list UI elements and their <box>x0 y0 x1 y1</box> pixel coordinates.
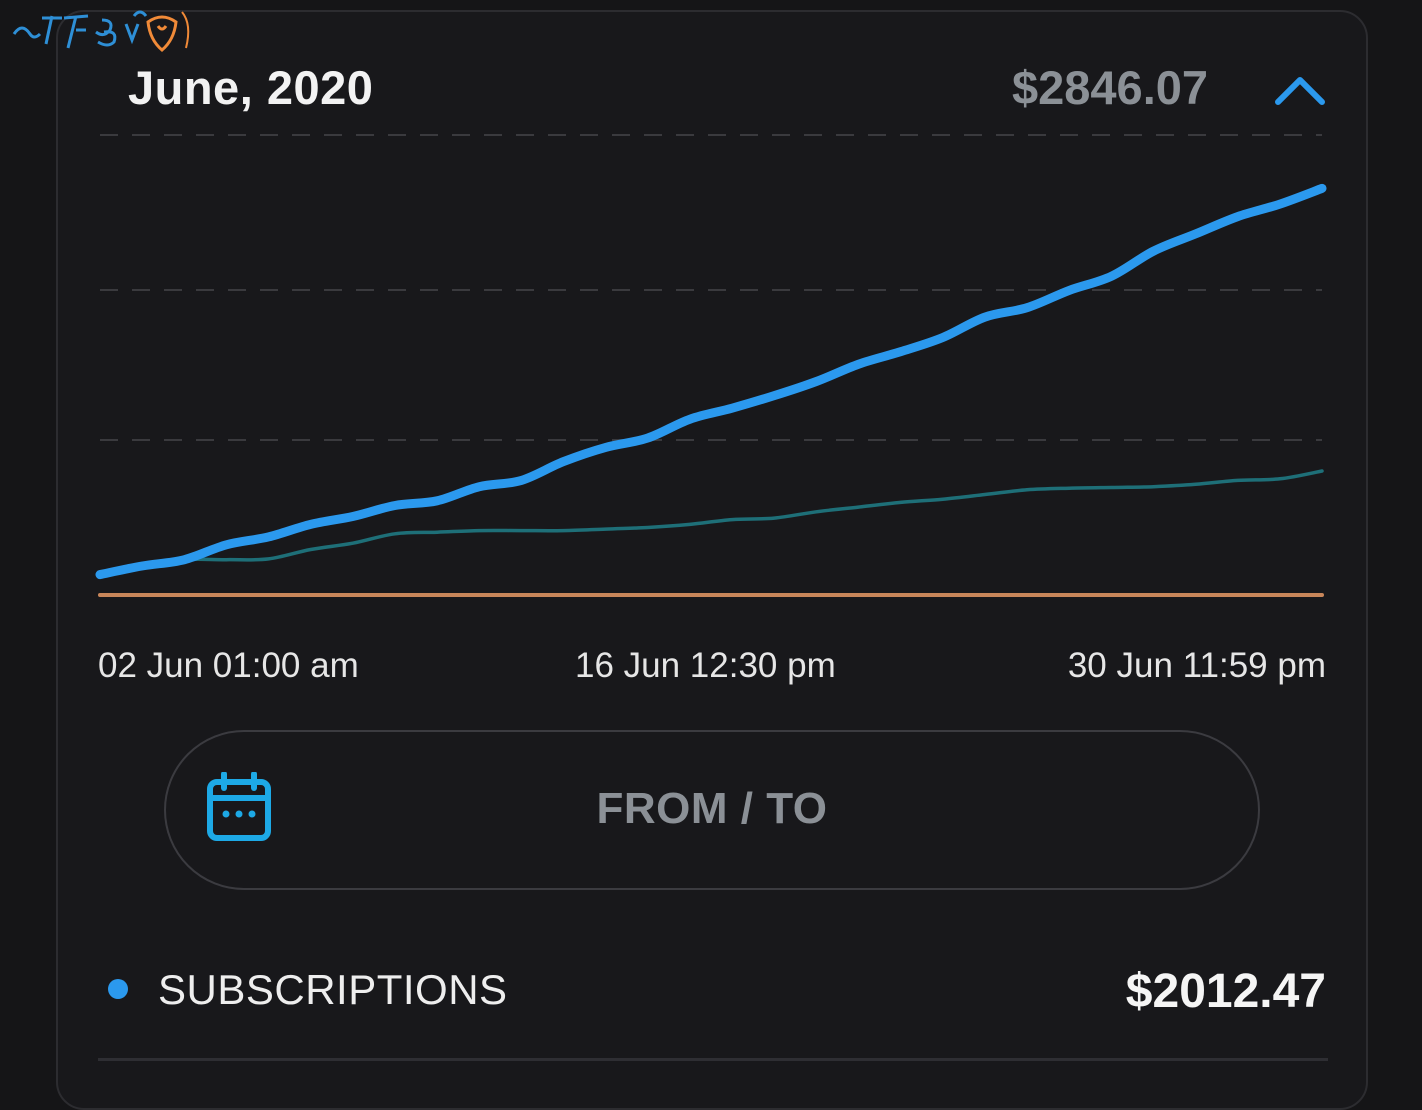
subscriptions-legend-dot <box>108 979 128 999</box>
collapse-button[interactable] <box>1270 64 1330 114</box>
calendar-icon <box>207 772 271 841</box>
watermark-logo-graphic <box>12 10 190 52</box>
x-axis-label-middle: 16 Jun 12:30 pm <box>575 646 836 685</box>
watermark-logo <box>6 4 206 60</box>
date-range-label: FROM / TO <box>596 784 828 833</box>
x-axis-label-end: 30 Jun 11:59 pm <box>1067 646 1326 685</box>
series-line-0 <box>95 183 1327 580</box>
series-line-1 <box>98 469 1324 577</box>
x-axis-label-start: 02 Jun 01:00 am <box>98 646 359 685</box>
total-earnings: $2846.07 <box>1012 61 1209 114</box>
divider <box>98 1058 1328 1061</box>
chevron-up-icon <box>1275 77 1325 105</box>
earnings-card <box>56 10 1368 1110</box>
date-range-button[interactable]: FROM / TO <box>164 730 1260 890</box>
subscriptions-label: SUBSCRIPTIONS <box>158 966 508 1013</box>
page-title: June, 2020 <box>128 61 374 114</box>
earnings-line-chart <box>95 134 1327 597</box>
subscriptions-value: $2012.47 <box>1125 965 1326 1018</box>
